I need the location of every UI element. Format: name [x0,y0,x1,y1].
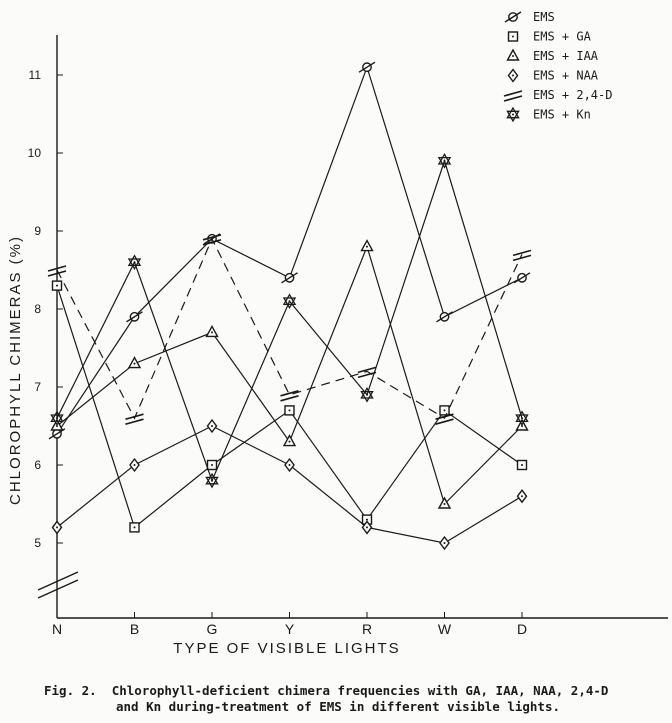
x-tick-label: N [52,621,62,637]
data-point [125,413,144,425]
legend-item: EMS + IAA [506,48,599,63]
data-point [516,459,528,471]
data-point [127,356,142,369]
y-tick-label: 10 [28,146,42,160]
data-point [436,311,453,323]
axis-break-mark [37,579,79,599]
data-point [129,522,140,533]
y-tick-label: 6 [34,458,41,472]
data-point [360,239,374,252]
series-ems-2-4-d [47,234,532,425]
legend-label: EMS + NAA [533,69,599,83]
legend-item: EMS + 2,4-D [503,88,612,102]
data-point [51,280,63,291]
data-point [435,413,454,425]
legend-label: EMS + IAA [533,49,599,63]
series-line [56,65,523,435]
data-point [437,152,452,169]
legend: EMS EMS + GA EMS + IAA EMS + NAA EMS + 2,4-D… [503,10,612,123]
data-point [126,311,143,323]
data-point [282,434,297,447]
data-point [513,272,531,284]
x-axis-title: TYPE OF VISIBLE LIGHTS [173,640,400,657]
data-point [281,272,298,284]
legend-item: EMS + NAA [507,68,599,83]
x-tick-label: G [207,621,218,637]
legend-item: EMS [504,10,555,24]
series-line [56,237,523,420]
data-point [51,520,63,535]
data-point [439,405,450,416]
y-tick-label: 9 [34,224,41,238]
series-line [56,158,523,483]
legend-marker [506,48,520,61]
data-point [515,410,529,427]
x-tick-label: B [130,621,139,637]
data-point [357,366,377,379]
legend-label: EMS + GA [533,30,592,44]
y-tick-label: 5 [34,536,41,550]
axes: 5 6 7 8 9 10 11 N B G Y R W D [28,35,668,637]
legend-marker [507,31,519,42]
caption-line-1: Fig. 2. Chlorophyll-deficient chimera fr… [44,683,609,698]
data-point [202,234,222,246]
series-ems-naa [51,418,528,551]
data-point [280,390,299,402]
data-point [282,293,297,310]
y-axis-title: CHLOROPHYLL CHIMERAS (%) [7,235,24,505]
data-point [50,410,64,427]
legend-item: EMS + GA [507,30,592,44]
y-tick-label: 11 [29,68,42,82]
data-point [284,405,295,416]
data-point [205,324,219,338]
legend-item: EMS + Kn [506,106,591,123]
legend-marker [503,90,523,102]
data-point [127,254,142,271]
data-point [358,61,376,73]
data-point [361,520,373,535]
series-ems-kn [50,152,529,489]
y-tick-label: 7 [34,380,41,394]
data-point [437,496,452,509]
caption-line-2: and Kn during-treatment of EMS in differ… [116,699,561,714]
y-tick-label: 8 [34,302,41,316]
legend-marker [504,11,522,23]
data-point [47,265,67,277]
series-ems-ga [51,280,528,533]
legend-label: EMS + 2,4-D [533,88,612,102]
series-layer [47,61,532,551]
series-ems-iaa [50,239,529,509]
data-point [206,418,218,434]
data-point [284,457,295,473]
x-tick-label: Y [285,621,295,637]
axis-break-mark [37,571,79,591]
legend-label: EMS [533,10,555,24]
x-tick-label: W [438,621,452,637]
series-ems [48,61,531,440]
legend-marker [507,68,519,83]
legend-label: EMS + Kn [533,108,591,122]
x-tick-label: D [517,621,527,637]
data-point [512,249,532,262]
data-point [516,489,528,504]
data-point [129,457,140,473]
legend-marker [506,106,520,123]
figure-caption: Fig. 2. Chlorophyll-deficient chimera fr… [44,683,668,715]
data-point [206,459,218,471]
x-tick-label: R [362,621,372,637]
data-point [360,386,374,403]
data-point [205,472,219,489]
data-point [439,535,450,551]
